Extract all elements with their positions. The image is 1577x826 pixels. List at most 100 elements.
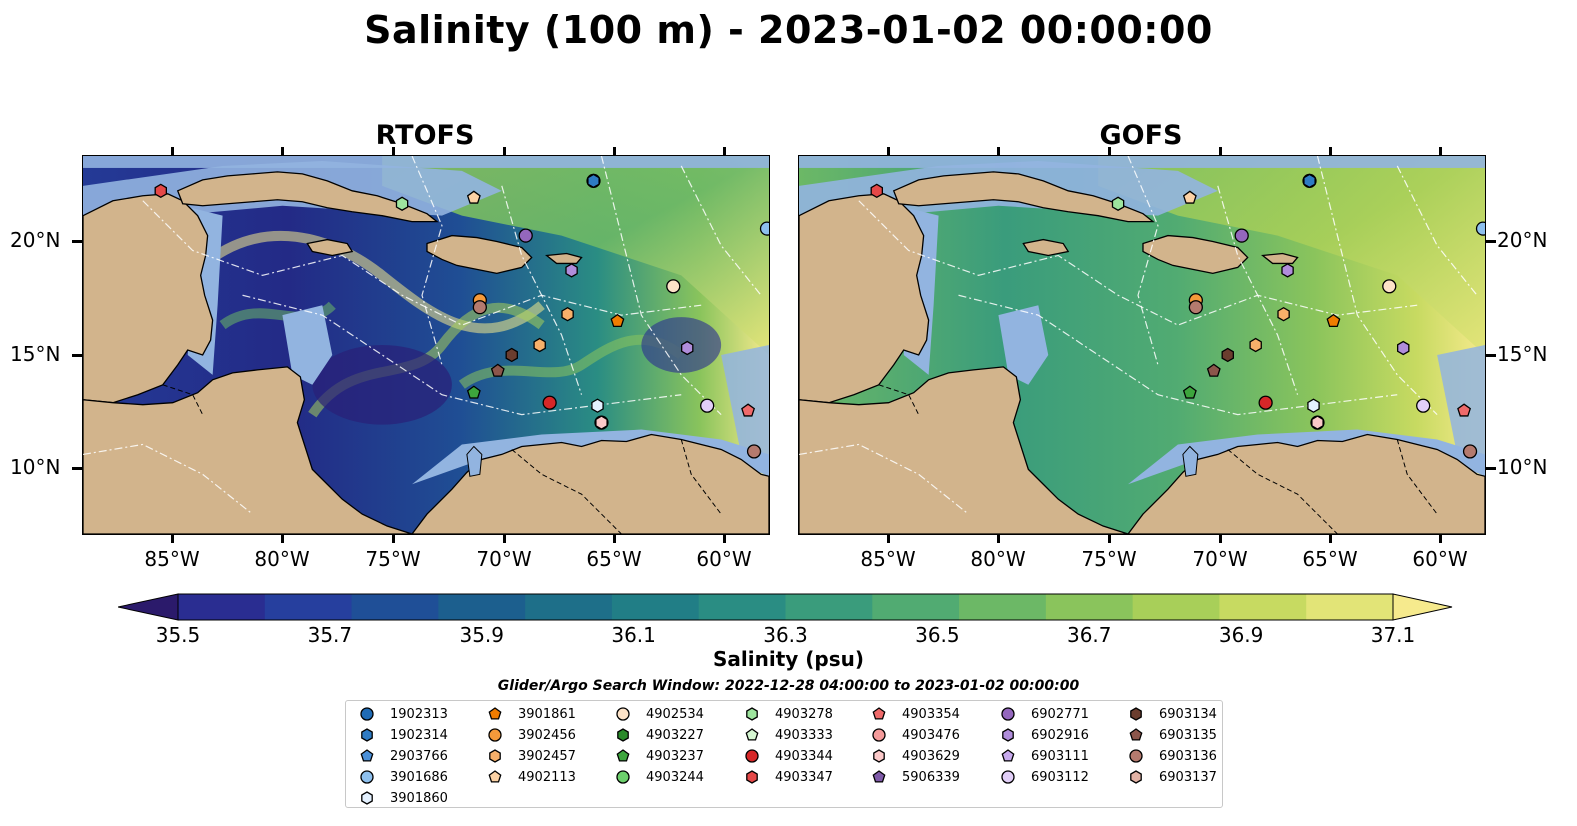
- circle-marker-icon: [1001, 707, 1015, 721]
- legend-marker[interactable]: [1129, 749, 1143, 763]
- legend-marker[interactable]: [872, 728, 886, 742]
- marker-4902534[interactable]: [666, 279, 681, 294]
- legend-marker[interactable]: [489, 749, 501, 763]
- legend-marker[interactable]: [361, 728, 373, 742]
- marker-6903136[interactable]: [1188, 300, 1203, 315]
- marker-3901686[interactable]: [759, 221, 769, 236]
- legend-marker[interactable]: [1130, 770, 1142, 784]
- lon-tick-top: [391, 147, 395, 155]
- legend-item: 4903347: [743, 767, 833, 787]
- legend-marker[interactable]: [1001, 707, 1015, 721]
- legend-item: 4902113: [486, 767, 576, 787]
- legend-marker[interactable]: [488, 728, 502, 742]
- marker-4902113[interactable]: [1182, 190, 1197, 204]
- legend-marker[interactable]: [488, 770, 502, 783]
- lon-tick-top: [1107, 147, 1111, 155]
- legend-marker[interactable]: [1001, 749, 1015, 762]
- pentagon-marker-icon: [745, 728, 759, 741]
- legend-marker[interactable]: [616, 770, 630, 784]
- lon-label: 80°W: [970, 547, 1026, 571]
- marker-6903136[interactable]: [746, 444, 762, 459]
- marker-6902916[interactable]: [565, 263, 578, 278]
- legend-marker[interactable]: [617, 728, 629, 742]
- marker-6903112[interactable]: [1416, 398, 1431, 413]
- marker-6903135[interactable]: [1206, 363, 1221, 377]
- marker-4903237[interactable]: [1182, 385, 1197, 399]
- marker-6903136[interactable]: [472, 300, 487, 315]
- marker-3901686[interactable]: [1475, 221, 1485, 236]
- marker-1902314[interactable]: [1303, 173, 1316, 189]
- lat-tick-left: [72, 239, 82, 243]
- legend-item: 5906339: [870, 767, 960, 787]
- legend-item-label: 4903354: [902, 706, 960, 722]
- marker-4903347[interactable]: [870, 183, 884, 199]
- marker-4903354[interactable]: [741, 403, 756, 417]
- marker-4903344[interactable]: [1258, 395, 1273, 410]
- legend-marker[interactable]: [746, 707, 758, 721]
- marker-1902314[interactable]: [587, 173, 600, 189]
- marker-6902916[interactable]: [681, 340, 694, 356]
- legend-marker[interactable]: [745, 728, 759, 741]
- legend-marker[interactable]: [873, 749, 885, 763]
- legend-marker[interactable]: [360, 770, 374, 784]
- legend-marker[interactable]: [1001, 770, 1015, 784]
- marker-3902457[interactable]: [1277, 306, 1290, 322]
- lon-tick-top: [1438, 147, 1442, 155]
- lat-label-left: 15°N: [10, 342, 61, 366]
- colorbar-segment: [698, 594, 786, 620]
- gofs-map[interactable]: [798, 155, 1486, 535]
- legend-item-label: 4902534: [646, 706, 704, 722]
- marker-6902771[interactable]: [1234, 228, 1249, 243]
- legend-marker[interactable]: [488, 707, 502, 720]
- marker-3901860[interactable]: [591, 398, 604, 413]
- rtofs-map[interactable]: [82, 155, 770, 535]
- legend-marker[interactable]: [872, 770, 886, 783]
- marker-4903237[interactable]: [466, 385, 481, 399]
- legend-marker[interactable]: [1130, 707, 1142, 721]
- marker-6903134[interactable]: [1221, 347, 1234, 363]
- legend-marker[interactable]: [360, 707, 374, 721]
- circle-marker-icon: [872, 728, 886, 742]
- marker-4903629[interactable]: [1311, 415, 1324, 430]
- marker-3901860[interactable]: [1307, 398, 1320, 413]
- legend-item: 6902771: [999, 704, 1089, 724]
- colorbar-tick-label: 35.7: [307, 623, 353, 647]
- legend-marker[interactable]: [1002, 728, 1014, 742]
- legend-marker[interactable]: [745, 749, 759, 763]
- marker-4903354[interactable]: [1457, 403, 1472, 417]
- legend-marker[interactable]: [872, 707, 886, 720]
- marker-4902534[interactable]: [1382, 279, 1397, 294]
- legend-marker[interactable]: [746, 770, 758, 784]
- legend-marker[interactable]: [360, 749, 374, 762]
- panel-title-rtofs: RTOFS: [375, 120, 475, 151]
- marker-6902916[interactable]: [1281, 263, 1294, 278]
- lon-tick-top: [1218, 147, 1222, 155]
- marker-6903135[interactable]: [490, 363, 505, 377]
- legend-marker[interactable]: [361, 791, 373, 805]
- marker-3902457[interactable]: [1249, 337, 1262, 353]
- marker-6903136[interactable]: [1462, 444, 1478, 459]
- marker-4903347[interactable]: [154, 183, 168, 199]
- marker-6903112[interactable]: [700, 398, 715, 413]
- legend-item: 4903344: [743, 746, 833, 766]
- marker-4903278[interactable]: [395, 196, 409, 211]
- marker-6902771[interactable]: [518, 228, 533, 243]
- marker-4903629[interactable]: [595, 415, 608, 430]
- marker-6903134[interactable]: [505, 347, 518, 363]
- colorbar-tick-label: 37.1: [1370, 623, 1416, 647]
- marker-4903344[interactable]: [542, 395, 557, 410]
- legend-marker[interactable]: [616, 749, 630, 762]
- legend-marker[interactable]: [1129, 728, 1143, 741]
- marker-3901861[interactable]: [1326, 313, 1341, 328]
- colorbar: [117, 592, 1453, 622]
- marker-4903278[interactable]: [1111, 196, 1125, 211]
- marker-3902457[interactable]: [561, 306, 574, 322]
- marker-4902113[interactable]: [466, 190, 481, 204]
- legend-item-label: 4903344: [775, 748, 833, 764]
- marker-3902457[interactable]: [533, 337, 546, 353]
- pentagon-marker-icon: [1129, 728, 1143, 741]
- marker-6902916[interactable]: [1397, 340, 1410, 356]
- pentagon-marker-icon: [872, 770, 886, 783]
- marker-3901861[interactable]: [610, 313, 625, 328]
- legend-marker[interactable]: [616, 707, 630, 721]
